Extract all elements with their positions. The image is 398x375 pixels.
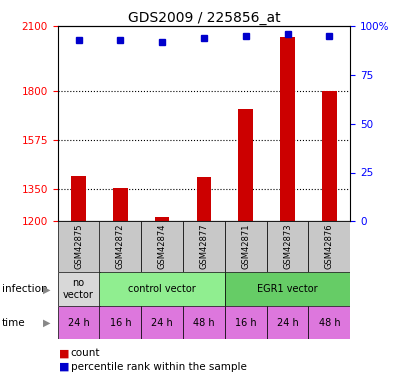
Text: GSM42873: GSM42873 <box>283 224 292 269</box>
Bar <box>225 306 267 339</box>
Bar <box>100 221 141 272</box>
Bar <box>141 306 183 339</box>
Text: 24 h: 24 h <box>68 318 90 327</box>
Bar <box>183 306 225 339</box>
Bar <box>71 176 86 221</box>
Bar <box>183 221 225 272</box>
Text: EGR1 vector: EGR1 vector <box>257 284 318 294</box>
Text: GSM42874: GSM42874 <box>158 224 167 269</box>
Bar <box>267 306 308 339</box>
Bar <box>58 272 100 306</box>
Text: 24 h: 24 h <box>151 318 173 327</box>
Text: ▶: ▶ <box>43 318 51 328</box>
Text: ■: ■ <box>59 362 69 372</box>
Bar <box>141 221 183 272</box>
Text: infection: infection <box>2 285 48 294</box>
Bar <box>308 306 350 339</box>
Bar <box>322 91 337 221</box>
Bar <box>58 221 100 272</box>
Bar <box>100 272 225 306</box>
Title: GDS2009 / 225856_at: GDS2009 / 225856_at <box>128 11 280 25</box>
Bar <box>155 217 170 221</box>
Text: ■: ■ <box>59 348 69 358</box>
Bar <box>225 272 350 306</box>
Bar <box>267 221 308 272</box>
Text: GSM42876: GSM42876 <box>325 224 334 269</box>
Bar <box>238 109 253 221</box>
Text: ▶: ▶ <box>43 285 51 294</box>
Text: no
vector: no vector <box>63 278 94 300</box>
Text: GSM42871: GSM42871 <box>241 224 250 269</box>
Text: GSM42877: GSM42877 <box>199 224 209 269</box>
Bar <box>225 221 267 272</box>
Text: time: time <box>2 318 25 328</box>
Text: control vector: control vector <box>128 284 196 294</box>
Bar <box>58 306 100 339</box>
Bar <box>197 177 211 221</box>
Text: GSM42875: GSM42875 <box>74 224 83 269</box>
Text: 16 h: 16 h <box>235 318 257 327</box>
Text: 16 h: 16 h <box>109 318 131 327</box>
Bar <box>280 37 295 221</box>
Bar <box>100 306 141 339</box>
Text: 48 h: 48 h <box>193 318 215 327</box>
Text: count: count <box>71 348 100 358</box>
Bar <box>113 188 128 221</box>
Text: 24 h: 24 h <box>277 318 298 327</box>
Text: 48 h: 48 h <box>318 318 340 327</box>
Bar <box>308 221 350 272</box>
Text: percentile rank within the sample: percentile rank within the sample <box>71 362 247 372</box>
Text: GSM42872: GSM42872 <box>116 224 125 269</box>
